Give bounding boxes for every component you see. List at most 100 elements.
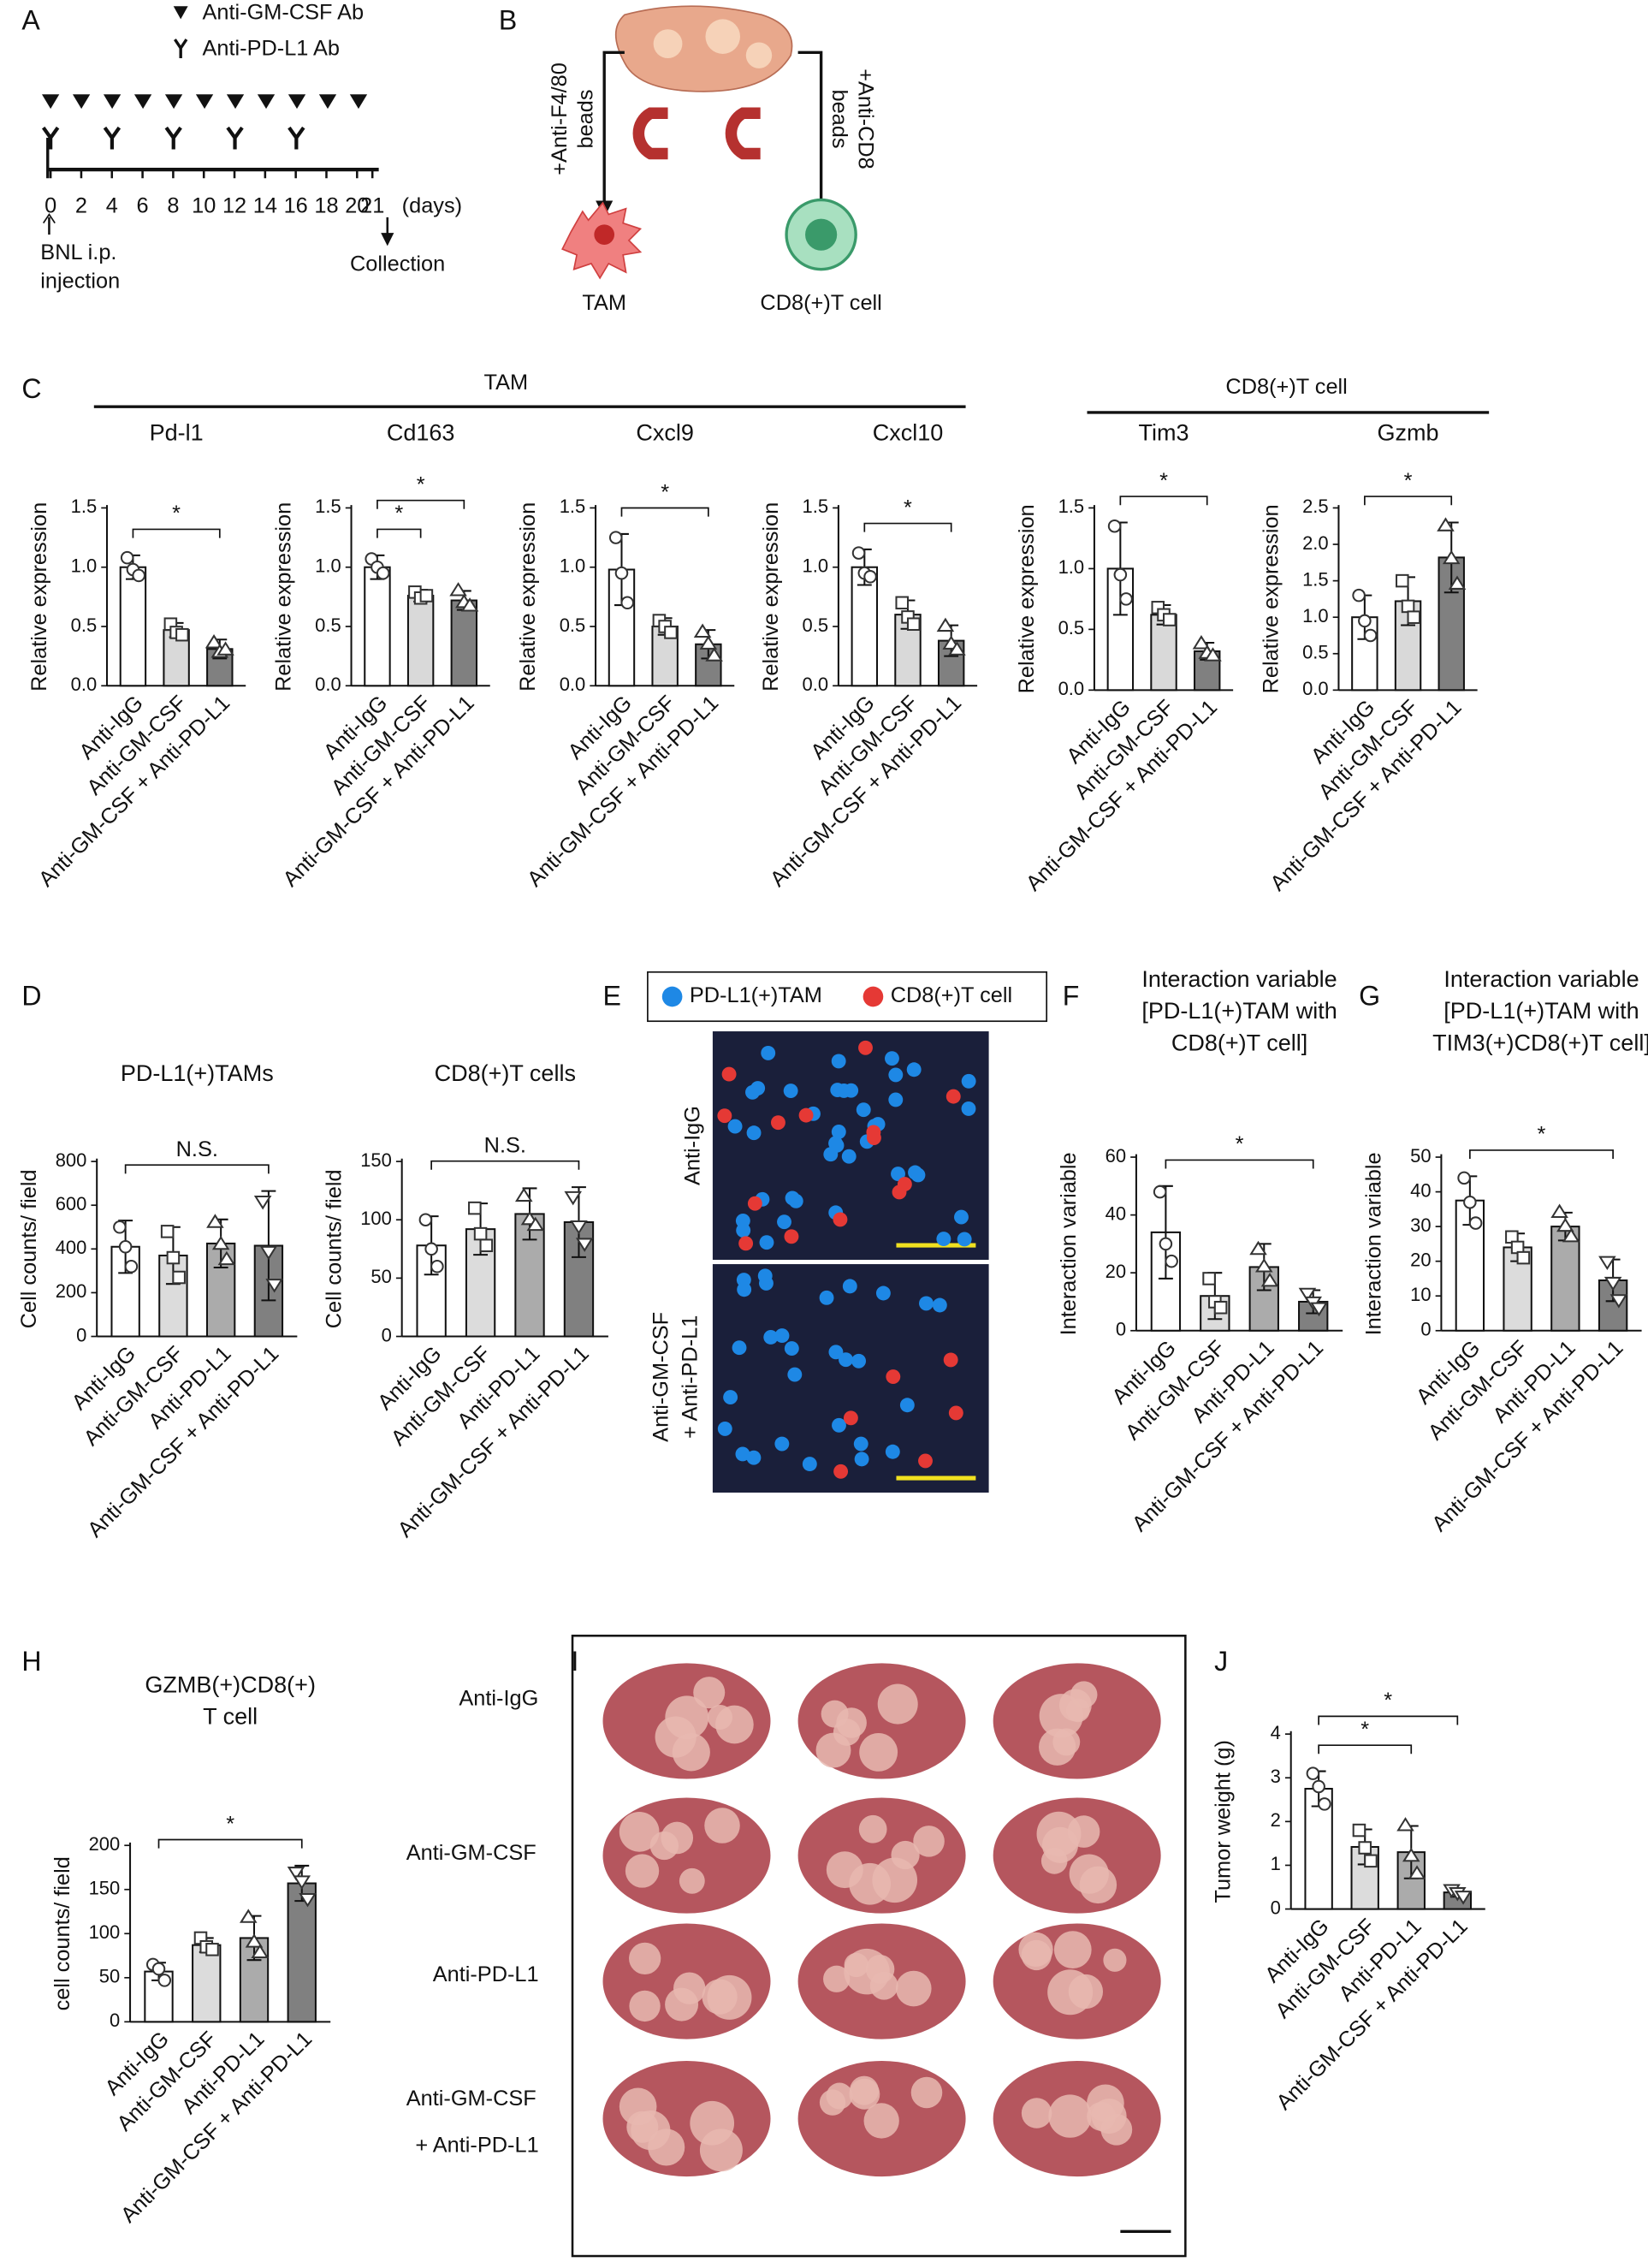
y-tick-label: 4 — [1271, 1722, 1281, 1743]
y-tick-label: 1.5 — [1302, 568, 1329, 590]
tam-dot — [961, 1101, 976, 1116]
arrow — [596, 50, 625, 218]
y-tick-label: 1.5 — [71, 496, 98, 517]
bar — [119, 566, 147, 687]
end-label: Collection — [350, 252, 445, 276]
cell-label: TAM — [582, 291, 626, 315]
tumor-nodule — [1021, 2098, 1052, 2128]
y-tick-label: 100 — [89, 1921, 121, 1943]
significance-bracket — [1165, 1159, 1314, 1169]
y-tick-label: 1.0 — [71, 555, 98, 577]
tam-dot — [831, 1125, 846, 1139]
tumor-nodule — [826, 1851, 863, 1889]
data-point — [564, 1190, 582, 1206]
tam-dot — [888, 1092, 904, 1107]
tumor-nodule — [1079, 1866, 1117, 1904]
tumor-nodule — [1087, 2084, 1124, 2123]
data-point — [620, 596, 635, 610]
data-point — [1298, 1287, 1317, 1303]
cd8-dot — [738, 1236, 754, 1251]
y-tick-label: 1.0 — [1302, 605, 1329, 626]
y-tick-label: 50 — [1410, 1145, 1431, 1167]
data-point — [460, 597, 479, 612]
y-tick-label: 50 — [371, 1266, 391, 1287]
tumor-nodule — [693, 1677, 726, 1709]
y-tick-label: 0 — [76, 1324, 86, 1345]
y-axis-label: Relative expression — [516, 502, 540, 692]
bar — [192, 1944, 222, 2023]
chart-title: Tim3 — [1139, 419, 1189, 445]
group-header: TAM — [484, 371, 529, 395]
tam-dot — [750, 1081, 766, 1095]
data-point — [175, 627, 189, 642]
tumor-nodule — [665, 1987, 699, 2022]
tam-dot — [908, 1165, 922, 1180]
y-tick-label: 1.0 — [315, 555, 341, 577]
tumor-nodule — [1067, 1815, 1100, 1848]
timeline-panel: Anti-GM-CSF Ab Anti-PD-L1 Ab BNL i.p. in… — [40, 0, 462, 293]
timeline-tick-label: 16 — [284, 194, 308, 218]
tam-dot — [735, 1446, 750, 1462]
timeline-tick-label: 2 — [75, 194, 87, 218]
y-tick-label: 3 — [1271, 1766, 1281, 1787]
timeline-tick-label: 21 — [360, 194, 384, 218]
cd8-dot — [886, 1369, 901, 1385]
dose-triangle — [288, 94, 306, 110]
timeline-tick-label: 14 — [253, 194, 277, 218]
data-point — [1396, 573, 1409, 588]
data-point — [253, 1196, 272, 1210]
tam-dot — [785, 1190, 800, 1206]
chart-title: Interaction variable — [1443, 966, 1639, 992]
tumor-nodule — [1048, 2094, 1092, 2138]
y-tick-label: 0.5 — [560, 614, 586, 636]
tumor-nodule — [1053, 1931, 1092, 1969]
row-label: Anti-PD-L1 — [433, 1962, 539, 1986]
cd8-dot — [843, 1410, 858, 1426]
tam-dot — [936, 1232, 951, 1247]
y-tick-label: 0.0 — [71, 674, 98, 695]
liver-icon — [614, 5, 793, 92]
cell-nucleus — [594, 224, 615, 245]
data-point — [1113, 567, 1128, 582]
y-axis-label: Interaction variable — [1057, 1152, 1081, 1335]
data-point — [1254, 1258, 1273, 1273]
chart-title: Cxcl10 — [873, 419, 944, 445]
significance-bracket — [1318, 1715, 1459, 1725]
significance-label: * — [1360, 1718, 1369, 1742]
data-point — [863, 570, 877, 584]
data-point — [693, 623, 712, 638]
data-point — [1550, 1203, 1568, 1218]
panel-label: H — [21, 1646, 41, 1677]
tam-dot — [875, 1285, 891, 1301]
start-label: injection — [40, 270, 120, 294]
data-point — [166, 1250, 181, 1265]
data-point — [1310, 1302, 1328, 1317]
chart-title: [PD-L1(+)TAM with — [1141, 998, 1337, 1024]
significance-bracket — [620, 507, 709, 517]
y-axis-label: Relative expression — [1259, 504, 1283, 693]
legend-label: Anti-PD-L1 Ab — [203, 37, 340, 61]
data-point — [575, 1238, 594, 1252]
data-point — [473, 1226, 488, 1241]
data-point — [206, 1214, 224, 1228]
y-tick-label: 1.0 — [803, 555, 829, 577]
tumor-nodule — [707, 1974, 752, 2020]
tam-dot — [783, 1084, 798, 1098]
legend-label: CD8(+)T cell — [891, 983, 1012, 1007]
tam-dot — [757, 1268, 773, 1284]
dose-triangle — [164, 94, 183, 110]
y-tick-label: 0 — [382, 1324, 392, 1345]
data-point — [1468, 1216, 1483, 1230]
significance-bracket — [1119, 496, 1208, 506]
cd8-dot — [948, 1405, 963, 1421]
data-point — [132, 568, 145, 583]
row-label: Anti-GM-CSF — [649, 1312, 673, 1442]
data-point — [936, 617, 955, 632]
tam-dot — [961, 1073, 976, 1089]
data-point — [217, 1250, 236, 1266]
y-axis-label: Relative expression — [272, 502, 296, 692]
data-point — [449, 582, 467, 597]
data-point — [1312, 1779, 1325, 1794]
bar — [450, 599, 478, 687]
timeline-tick-label: 12 — [222, 194, 246, 218]
